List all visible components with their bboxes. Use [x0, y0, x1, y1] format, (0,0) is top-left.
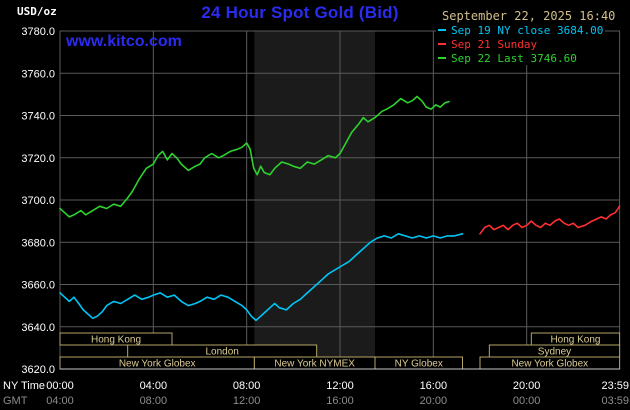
y-axis-tick-label: 3640.0: [21, 322, 55, 334]
x-axis-tick-label-gmt: 03:59: [601, 395, 629, 407]
kitco-watermark-link[interactable]: www.kitco.com: [66, 33, 182, 50]
price-line-sep19: [59, 233, 464, 322]
legend-label: Sep 22 Last 3746.60: [451, 51, 577, 65]
x-axis-tick-label-ny: 04:00: [140, 380, 168, 392]
session-label: New York Globex: [511, 359, 588, 370]
x-axis-tick-label-gmt: 20:00: [420, 395, 448, 407]
legend-label: Sep 19 NY close 3684.00: [451, 23, 604, 37]
y-axis-tick-label: 3740.0: [21, 111, 55, 123]
legend-label: Sep 21 Sunday: [451, 37, 538, 51]
legend-item-sep19: Sep 19 NY close 3684.00: [438, 23, 604, 37]
y-axis-tick-label: 3680.0: [21, 237, 55, 249]
session-label: Hong Kong: [91, 335, 141, 346]
y-axis-tick-label: 3780.0: [21, 26, 55, 38]
datetime-label: September 22, 2025 16:40: [442, 9, 616, 23]
gmt-axis-title: GMT: [3, 395, 28, 407]
legend: Sep 19 NY close 3684.00 Sep 21 Sunday Se…: [436, 23, 606, 65]
session-label: London: [205, 347, 238, 358]
legend-item-sep22: Sep 22 Last 3746.60: [438, 51, 603, 65]
legend-line-marker-icon: [438, 43, 446, 45]
x-axis-tick-label-ny: 12:00: [326, 380, 354, 392]
legend-line-marker-icon: [438, 29, 446, 31]
session-box: [59, 332, 173, 346]
y-axis-unit-label: USD/oz: [17, 5, 57, 18]
y-axis-tick-label: 3700.0: [21, 195, 55, 207]
y-axis-tick-label: 3760.0: [21, 68, 55, 80]
x-axis-tick-label-ny: 16:00: [420, 380, 448, 392]
ny-time-axis-title: NY Time: [3, 380, 45, 392]
x-axis-tick-label-ny: 20:00: [513, 380, 541, 392]
y-axis-tick-label: 3660.0: [21, 280, 55, 292]
session-label: NY Globex: [395, 359, 443, 370]
session-label: New York Globex: [119, 359, 196, 370]
legend-line-marker-icon: [438, 57, 446, 59]
x-axis-tick-label-gmt: 00:00: [513, 395, 541, 407]
x-axis-tick-label-ny: 08:00: [233, 380, 261, 392]
x-axis-tick-label-gmt: 08:00: [140, 395, 168, 407]
price-line-sep21: [479, 205, 621, 235]
x-axis-tick-label-ny: 00:00: [46, 380, 74, 392]
y-axis-tick-label: 3720.0: [21, 153, 55, 165]
session-label: Sydney: [538, 347, 571, 358]
x-axis-tick-label-gmt: 04:00: [46, 395, 74, 407]
x-axis-tick-label-gmt: 16:00: [326, 395, 354, 407]
y-axis-tick-label: 3620.0: [21, 364, 55, 376]
price-line-sep22: [59, 95, 450, 218]
session-label: Hong Kong: [550, 335, 600, 346]
x-axis-tick-label-gmt: 12:00: [233, 395, 261, 407]
legend-item-sep21: Sep 21 Sunday: [438, 37, 603, 51]
session-label: New York NYMEX: [274, 359, 355, 370]
chart-title: 24 Hour Spot Gold (Bid): [201, 3, 399, 22]
x-axis-tick-label-ny: 23:59: [601, 380, 629, 392]
